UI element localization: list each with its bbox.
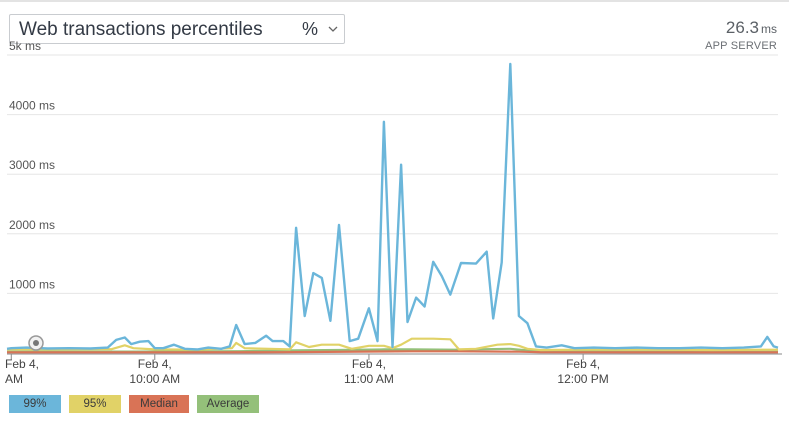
- series-lines: [6, 62, 779, 354]
- range-handle[interactable]: [28, 335, 44, 351]
- x-tick-date-label: Feb 4,: [566, 357, 600, 371]
- y-tick-label: 1000 ms: [9, 277, 55, 291]
- legend-item-average[interactable]: Average: [197, 395, 259, 413]
- chart-title: Web transactions percentiles: [19, 19, 263, 40]
- app-server-readout: 26.3 ms APP SERVER: [705, 18, 777, 52]
- x-tick-time-label: 12:00 PM: [557, 372, 608, 386]
- x-tick-date-label: Feb 4,: [352, 357, 386, 371]
- legend-item-99[interactable]: 99%: [9, 395, 61, 413]
- y-tick-label: 3000 ms: [9, 158, 55, 172]
- x-tick-time-label: 11:00 AM: [344, 372, 394, 386]
- x-tick-time-label: 10:00 AM: [129, 372, 180, 386]
- series-line-99: [6, 62, 779, 351]
- unit-selector-value: %: [302, 19, 319, 39]
- y-tick-label: 2000 ms: [9, 218, 55, 232]
- chart-type-dropdown[interactable]: Web transactions percentiles %: [9, 14, 345, 44]
- series-line-95: [7, 337, 779, 352]
- x-tick-date-label: Feb 4,: [5, 357, 39, 371]
- legend-item-median[interactable]: Median: [129, 395, 189, 413]
- y-tick-label: 4000 ms: [9, 99, 55, 113]
- readout-label: APP SERVER: [705, 40, 777, 52]
- x-tick-date-label: Feb 4,: [138, 357, 172, 371]
- chevron-down-icon: [328, 26, 338, 32]
- x-tick-time-label: AM: [5, 372, 23, 386]
- y-tick-label: 5k ms: [9, 39, 41, 53]
- readout-unit: ms: [761, 22, 777, 36]
- series-line-median: [7, 350, 778, 354]
- legend-item-95[interactable]: 95%: [69, 395, 121, 413]
- readout-value: 26.3: [725, 18, 759, 37]
- chart-legend: 99% 95% Median Average: [9, 395, 259, 413]
- top-divider: [0, 0, 789, 2]
- y-tick-labels: 5k ms 4000 ms 3000 ms 2000 ms 1000 ms: [9, 39, 55, 291]
- grid-lines: [7, 54, 778, 294]
